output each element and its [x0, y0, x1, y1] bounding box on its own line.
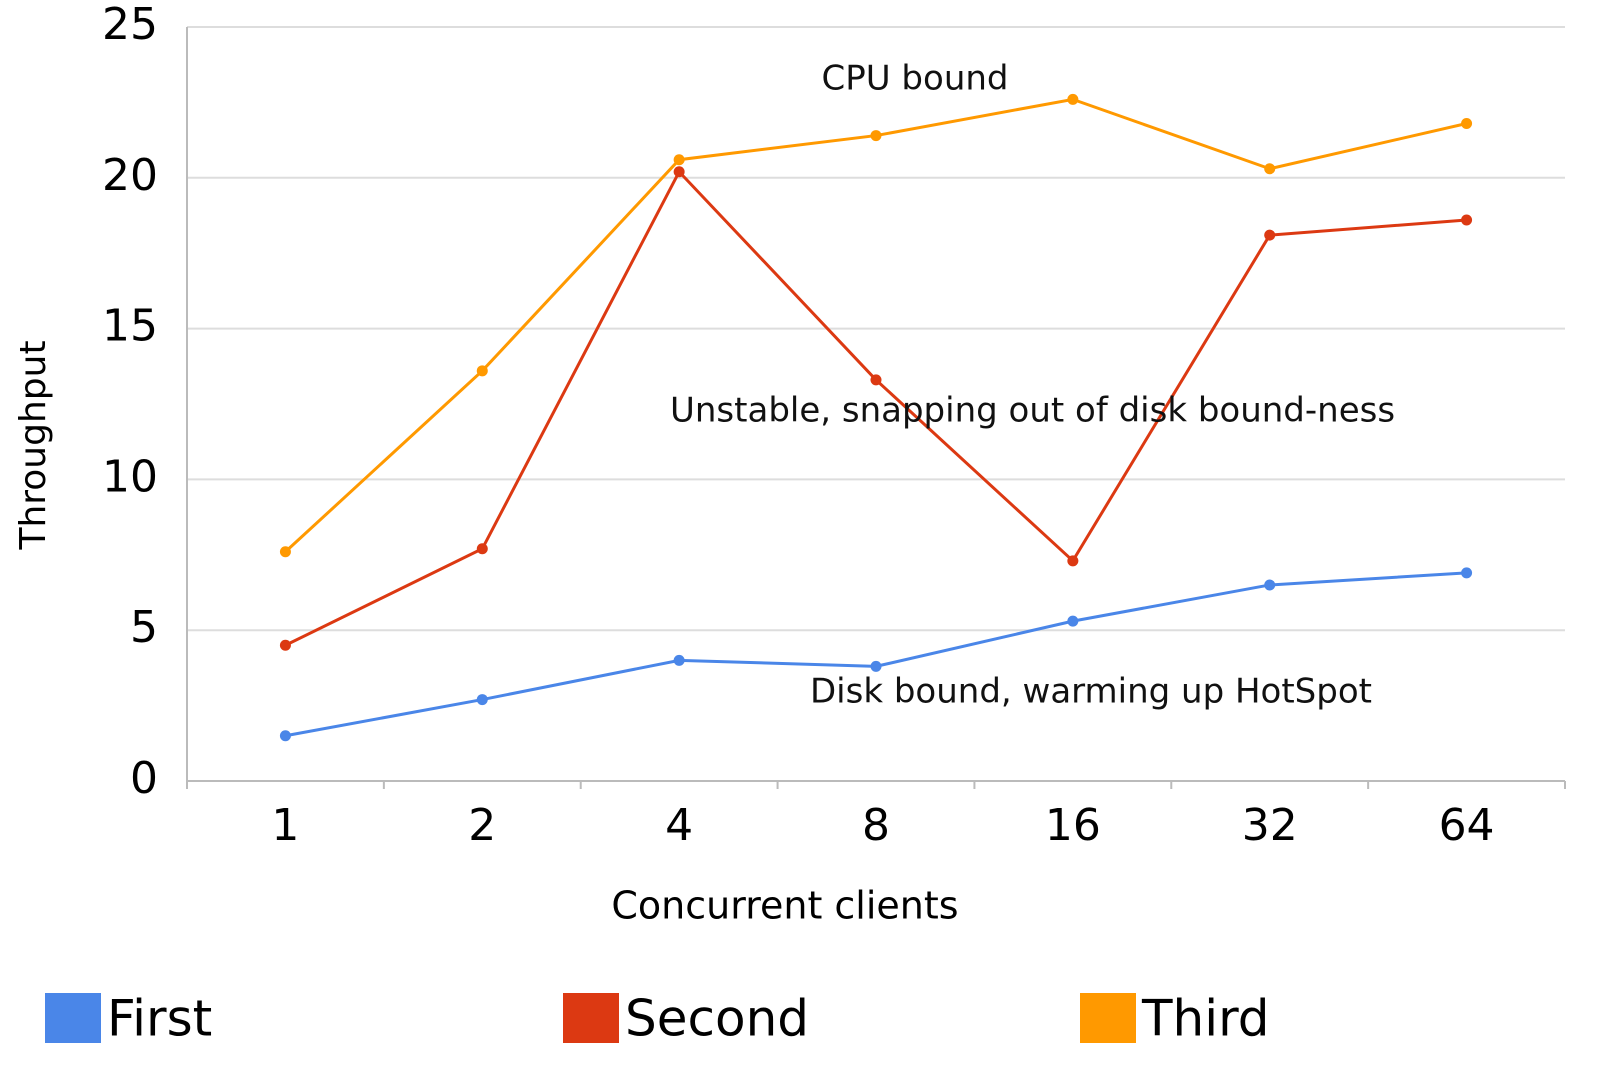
legend-label: Second [625, 990, 809, 1048]
y-tick-label: 5 [130, 602, 158, 653]
data-point [1461, 214, 1473, 226]
data-point [1461, 118, 1473, 130]
x-axis-label: Concurrent clients [611, 884, 958, 928]
data-point [870, 130, 882, 142]
data-point [673, 654, 685, 666]
y-tick-label: 25 [102, 0, 158, 50]
data-point [870, 374, 882, 386]
legend-swatch [45, 993, 101, 1043]
x-tick-label: 32 [1242, 800, 1298, 851]
x-tick-label: 64 [1439, 800, 1495, 851]
data-point [1067, 93, 1079, 105]
data-point [279, 730, 291, 742]
data-point [1461, 567, 1473, 579]
data-point [673, 166, 685, 178]
series-line [284, 97, 1467, 553]
data-point [870, 660, 882, 672]
x-tick-label: 16 [1045, 800, 1101, 851]
data-point [1264, 579, 1276, 591]
x-tick-label: 2 [468, 800, 496, 851]
data-point [1067, 615, 1079, 627]
data-point [1264, 163, 1276, 175]
data-point [476, 543, 488, 555]
annotation: Unstable, snapping out of disk bound-nes… [670, 391, 1395, 431]
annotation: CPU bound [822, 59, 1009, 99]
x-tick-label: 8 [862, 800, 890, 851]
y-tick-label: 10 [102, 451, 158, 502]
annotation: Disk bound, warming up HotSpot [810, 672, 1372, 712]
y-tick-label: 20 [102, 150, 158, 201]
data-point [476, 694, 488, 706]
legend-swatch [1080, 993, 1136, 1043]
data-point [279, 639, 291, 651]
x-tick-label: 1 [271, 800, 299, 851]
data-point [673, 154, 685, 166]
legend-label: First [107, 990, 212, 1048]
legend-label: Third [1141, 990, 1270, 1048]
y-tick-label: 0 [130, 753, 158, 804]
x-tick-label: 4 [665, 800, 693, 851]
legend-swatch [563, 993, 619, 1043]
y-tick-label: 15 [102, 301, 158, 352]
y-axis-label: Throughput [13, 340, 54, 550]
data-point [1067, 555, 1079, 567]
data-point [1264, 229, 1276, 241]
data-point [476, 365, 488, 377]
data-point [279, 546, 291, 558]
